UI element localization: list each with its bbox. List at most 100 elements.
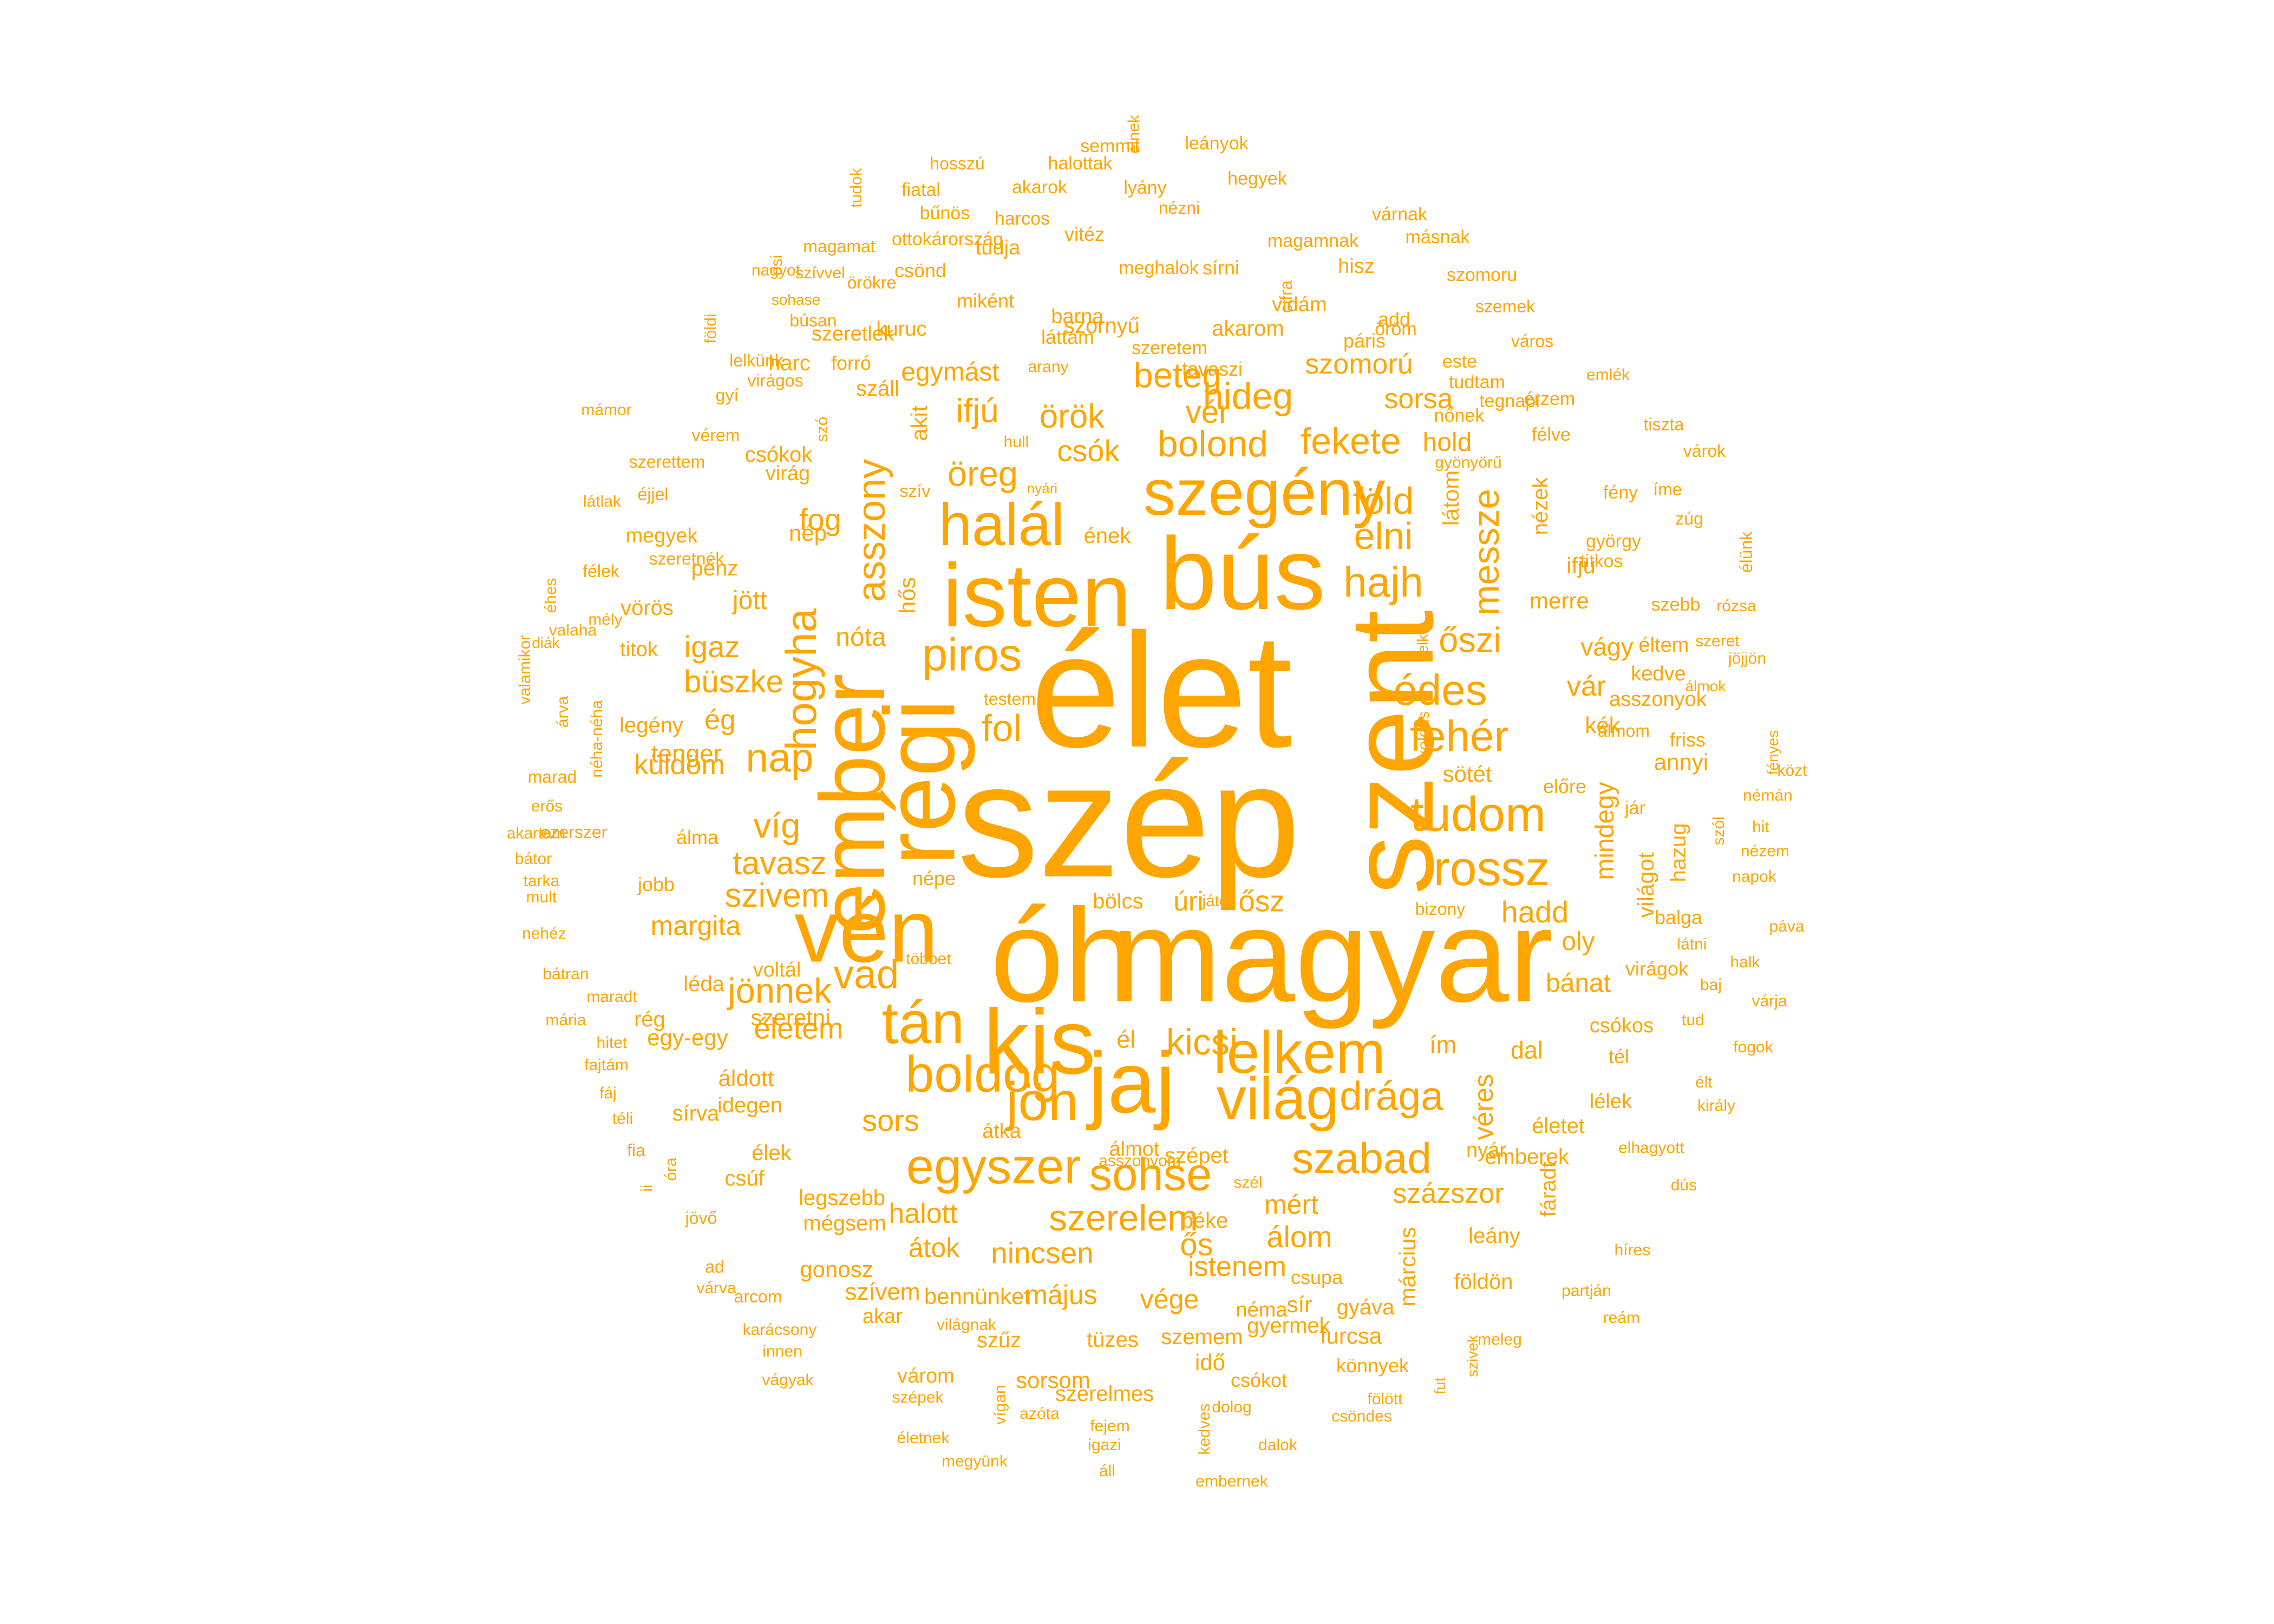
- cloud-word: asszonyom: [1099, 1152, 1181, 1170]
- cloud-word: látom: [1438, 470, 1463, 526]
- cloud-word: világot: [1633, 852, 1658, 918]
- cloud-word: népe: [912, 867, 956, 889]
- cloud-word: nóta: [835, 623, 886, 652]
- cloud-word: partján: [1561, 1282, 1611, 1300]
- cloud-word: barna: [1051, 305, 1104, 328]
- cloud-word: félve: [1532, 424, 1571, 445]
- cloud-word: május: [1025, 1280, 1097, 1310]
- cloud-word: élünk: [1736, 531, 1756, 573]
- cloud-word: merre: [1530, 588, 1589, 613]
- cloud-word: lelkünk: [729, 351, 783, 370]
- cloud-word: várva: [696, 1279, 736, 1297]
- cloud-word: szeretni: [750, 1005, 831, 1030]
- cloud-word: erős: [531, 797, 563, 815]
- cloud-word: vágyak: [762, 1371, 814, 1389]
- cloud-word: este: [1442, 351, 1478, 372]
- cloud-word: jött: [732, 586, 768, 615]
- cloud-word: szívvel: [795, 264, 845, 282]
- cloud-word: hazug: [1667, 823, 1690, 882]
- cloud-word: nap: [746, 735, 814, 781]
- cloud-word: vége: [1140, 1284, 1199, 1314]
- cloud-word: álom: [1266, 1220, 1332, 1254]
- cloud-word: csöndes: [1331, 1407, 1392, 1425]
- cloud-word: beteg: [1133, 355, 1222, 395]
- cloud-word: jöjjön: [1728, 650, 1767, 667]
- cloud-word: szerettem: [629, 452, 705, 472]
- cloud-word: szép: [957, 729, 1301, 911]
- cloud-word: életnek: [897, 1429, 950, 1447]
- cloud-word: sorsom: [1016, 1367, 1090, 1393]
- cloud-word: szerelem: [1049, 1197, 1198, 1239]
- cloud-word: asszonyok: [1609, 688, 1707, 711]
- cloud-word: harcos: [994, 208, 1050, 229]
- cloud-word: némán: [1743, 787, 1793, 804]
- cloud-word: tüzes: [1087, 1328, 1139, 1352]
- cloud-word: sírni: [1202, 257, 1240, 279]
- cloud-word: föld: [1352, 480, 1414, 522]
- cloud-word: híres: [1614, 1241, 1651, 1259]
- cloud-word: álmom: [1597, 721, 1650, 741]
- cloud-word: álma: [676, 826, 719, 848]
- cloud-word: virágos: [747, 371, 803, 390]
- cloud-word: páris: [1343, 330, 1386, 352]
- cloud-word: fehér: [1409, 712, 1509, 760]
- cloud-word: öreg: [947, 454, 1018, 494]
- cloud-word: ősz: [1238, 884, 1285, 918]
- cloud-word: mámor: [581, 401, 632, 419]
- cloud-word: dolog: [1212, 1398, 1252, 1416]
- cloud-word: koldus: [1415, 711, 1433, 758]
- cloud-word: vér: [1185, 395, 1230, 430]
- cloud-word: úri: [1173, 886, 1204, 916]
- cloud-word: ad: [705, 1257, 724, 1276]
- cloud-word: március: [1395, 1227, 1420, 1307]
- cloud-word: vígan: [991, 1385, 1009, 1425]
- cloud-word: hajh: [1343, 558, 1423, 606]
- cloud-word: éhes: [542, 578, 560, 613]
- cloud-word: add: [1377, 308, 1411, 330]
- cloud-word: forró: [831, 352, 872, 374]
- cloud-word: százszor: [1393, 1178, 1504, 1209]
- cloud-word: szivem: [724, 877, 829, 914]
- cloud-word: örökre: [847, 273, 897, 292]
- cloud-word: nehéz: [522, 925, 566, 942]
- cloud-word: oly: [1561, 927, 1595, 956]
- cloud-word: vágy: [1580, 633, 1633, 661]
- cloud-word: áll: [1099, 1462, 1116, 1480]
- cloud-word: tudtam: [1449, 372, 1505, 392]
- cloud-word: miként: [956, 290, 1015, 312]
- cloud-word: kék: [1585, 712, 1620, 738]
- cloud-word: sorsa: [1384, 383, 1453, 415]
- cloud-word: küldöm: [634, 749, 725, 781]
- cloud-word: város: [1511, 331, 1554, 351]
- cloud-word: büszke: [684, 664, 783, 699]
- cloud-word: többet: [906, 950, 951, 968]
- cloud-word: száll: [855, 377, 900, 401]
- cloud-word: téli: [612, 1110, 633, 1128]
- cloud-word: áldott: [718, 1065, 774, 1091]
- cloud-word: fia: [627, 1141, 645, 1160]
- cloud-word: jön: [1006, 1071, 1079, 1132]
- cloud-word: páva: [1769, 918, 1805, 935]
- cloud-word: tél: [1608, 1045, 1630, 1068]
- cloud-word: isten: [942, 545, 1132, 645]
- cloud-word: hideg: [1203, 376, 1293, 417]
- cloud-word: marad: [527, 767, 577, 787]
- cloud-word: halott: [888, 1198, 958, 1229]
- cloud-word: szemek: [1475, 297, 1535, 316]
- cloud-word: nézem: [1740, 842, 1790, 860]
- cloud-word: nép: [788, 520, 827, 546]
- cloud-word: világnak: [936, 1316, 997, 1334]
- cloud-word: istenem: [1187, 1251, 1287, 1282]
- cloud-word: szemem: [1161, 1325, 1243, 1349]
- cloud-word: szebb: [1651, 594, 1701, 615]
- cloud-word: látni: [1677, 935, 1707, 953]
- cloud-word: fut: [1432, 1377, 1448, 1394]
- cloud-word: ottokárország: [892, 229, 1003, 250]
- cloud-word: napok: [1732, 868, 1776, 886]
- cloud-word: ezerszer: [540, 822, 607, 842]
- cloud-word: nézek: [1528, 477, 1552, 535]
- cloud-word: bölcs: [1093, 889, 1143, 913]
- cloud-word: jobb: [637, 873, 675, 895]
- cloud-word: látlak: [583, 493, 622, 510]
- cloud-word: hit: [1752, 818, 1769, 836]
